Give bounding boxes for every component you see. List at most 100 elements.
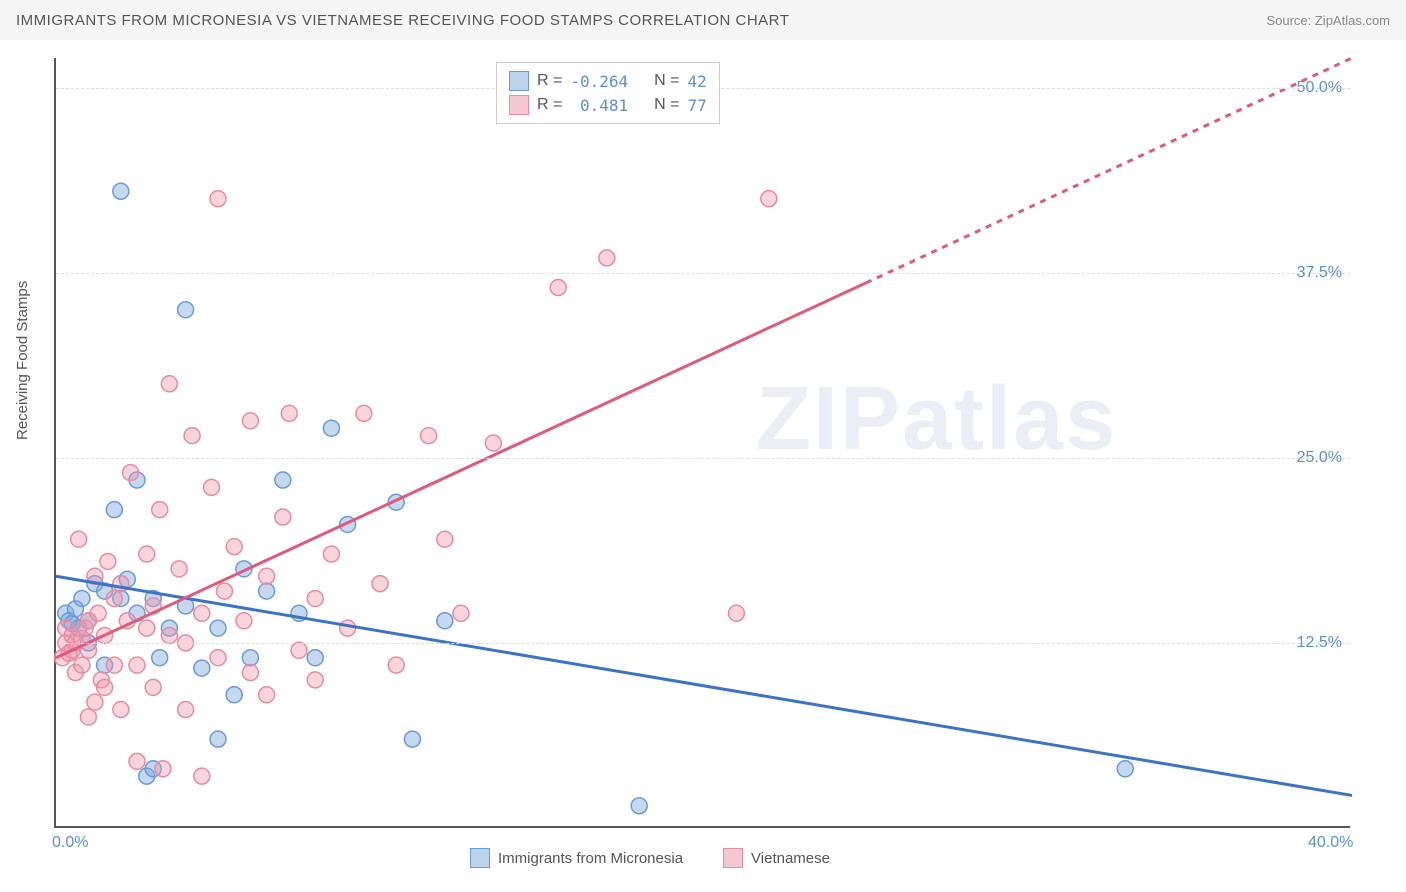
scatter-point <box>372 576 388 592</box>
regression-line <box>56 576 1352 795</box>
scatter-point <box>139 620 155 636</box>
scatter-point <box>281 405 297 421</box>
scatter-point <box>106 657 122 673</box>
scatter-point <box>242 665 258 681</box>
scatter-point <box>242 650 258 666</box>
scatter-point <box>155 761 171 777</box>
scatter-point <box>100 553 116 569</box>
scatter-point <box>194 660 210 676</box>
scatter-point <box>194 768 210 784</box>
scatter-point <box>761 191 777 207</box>
scatter-point <box>236 613 252 629</box>
scatter-point <box>275 472 291 488</box>
scatter-point <box>123 465 139 481</box>
scatter-point <box>145 679 161 695</box>
x-tick-label: 40.0% <box>1308 834 1353 852</box>
scatter-point <box>113 702 129 718</box>
legend-stats: R = -0.264 N = 42 R = 0.481 N = 77 <box>496 62 720 124</box>
y-tick-label: 12.5% <box>1297 634 1342 652</box>
y-tick-label: 37.5% <box>1297 264 1342 282</box>
y-tick-label: 25.0% <box>1297 449 1342 467</box>
scatter-point <box>74 657 90 673</box>
scatter-point <box>139 546 155 562</box>
scatter-point <box>106 590 122 606</box>
scatter-point <box>161 628 177 644</box>
scatter-point <box>74 590 90 606</box>
scatter-point <box>97 679 113 695</box>
scatter-point <box>242 413 258 429</box>
legend-n-label: N = <box>654 72 679 90</box>
legend-swatch-icon <box>470 848 490 868</box>
scatter-point <box>71 531 87 547</box>
scatter-point <box>275 509 291 525</box>
scatter-point <box>152 650 168 666</box>
legend-item: Vietnamese <box>723 848 830 868</box>
scatter-point <box>226 539 242 555</box>
legend-n-value: 77 <box>687 96 706 115</box>
scatter-point <box>161 376 177 392</box>
scatter-point <box>210 620 226 636</box>
scatter-point <box>291 642 307 658</box>
legend-n-value: 42 <box>687 72 706 91</box>
scatter-point <box>550 280 566 296</box>
scatter-point <box>437 531 453 547</box>
scatter-point <box>204 479 220 495</box>
scatter-point <box>194 605 210 621</box>
scatter-point <box>210 731 226 747</box>
scatter-point <box>307 590 323 606</box>
legend-r-label: R = <box>537 96 562 114</box>
scatter-point <box>631 798 647 814</box>
scatter-point <box>307 672 323 688</box>
gridline <box>56 273 1350 274</box>
scatter-point <box>599 250 615 266</box>
scatter-point <box>323 546 339 562</box>
legend-r-label: R = <box>537 72 562 90</box>
legend-series-name: Immigrants from Micronesia <box>498 850 683 867</box>
legend-swatch-icon <box>509 95 529 115</box>
regression-line-dashed <box>866 58 1352 283</box>
scatter-point <box>216 583 232 599</box>
chart-title: IMMIGRANTS FROM MICRONESIA VS VIETNAMESE… <box>16 12 789 29</box>
regression-line <box>56 283 866 658</box>
scatter-point <box>129 657 145 673</box>
scatter-point <box>80 709 96 725</box>
scatter-point <box>1117 761 1133 777</box>
legend-swatch-icon <box>509 71 529 91</box>
scatter-point <box>437 613 453 629</box>
gridline <box>56 643 1350 644</box>
scatter-point <box>210 650 226 666</box>
scatter-point <box>210 191 226 207</box>
scatter-point <box>259 687 275 703</box>
scatter-point <box>356 405 372 421</box>
plot-area: ZIPatlas 12.5%25.0%37.5%50.0%0.0%40.0%R … <box>54 58 1350 828</box>
gridline <box>56 458 1350 459</box>
scatter-point <box>106 502 122 518</box>
scatter-point <box>178 702 194 718</box>
title-bar: IMMIGRANTS FROM MICRONESIA VS VIETNAMESE… <box>0 0 1406 40</box>
scatter-point <box>259 568 275 584</box>
scatter-point <box>421 428 437 444</box>
scatter-svg <box>56 58 1350 826</box>
y-axis-title: Receiving Food Stamps <box>14 281 31 440</box>
source-label: Source: ZipAtlas.com <box>1266 13 1390 28</box>
scatter-point <box>113 183 129 199</box>
scatter-point <box>184 428 200 444</box>
scatter-point <box>152 502 168 518</box>
scatter-point <box>728 605 744 621</box>
scatter-point <box>178 302 194 318</box>
scatter-point <box>453 605 469 621</box>
y-tick-label: 50.0% <box>1297 79 1342 97</box>
legend-r-value: -0.264 <box>570 72 628 91</box>
legend-series: Immigrants from Micronesia Vietnamese <box>470 848 830 868</box>
legend-n-label: N = <box>654 96 679 114</box>
legend-r-value: 0.481 <box>570 96 628 115</box>
x-tick-label: 0.0% <box>52 834 88 852</box>
legend-swatch-icon <box>723 848 743 868</box>
scatter-point <box>129 753 145 769</box>
scatter-point <box>340 620 356 636</box>
scatter-point <box>226 687 242 703</box>
legend-row: R = -0.264 N = 42 <box>509 69 707 93</box>
legend-series-name: Vietnamese <box>751 850 830 867</box>
scatter-point <box>485 435 501 451</box>
legend-row: R = 0.481 N = 77 <box>509 93 707 117</box>
